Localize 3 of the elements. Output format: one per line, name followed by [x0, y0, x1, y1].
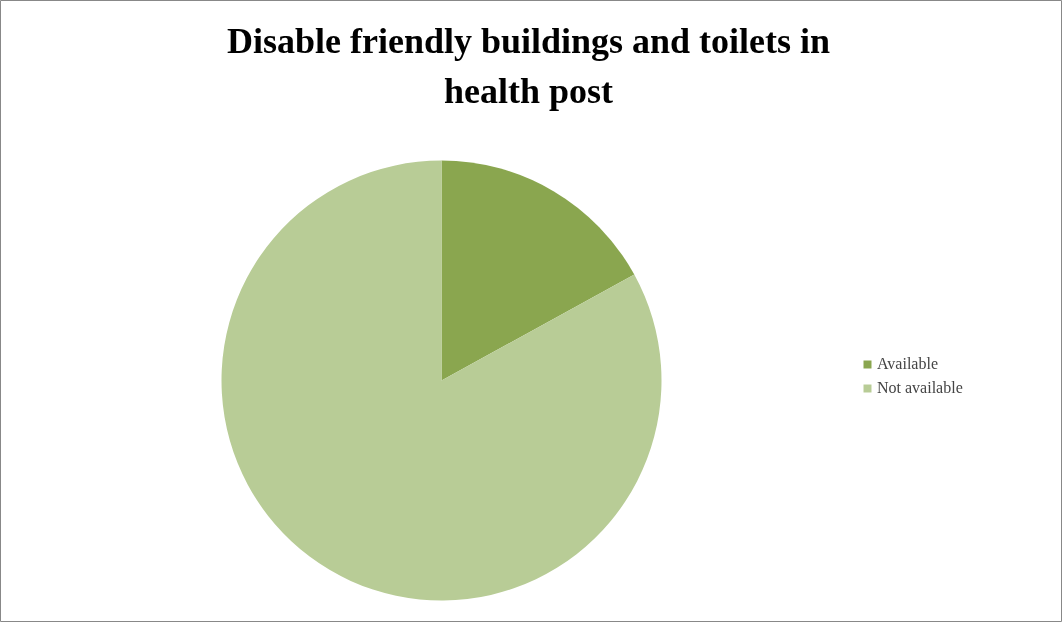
chart-title: Disable friendly buildings and toilets in health post: [226, 20, 831, 111]
legend-label: Available: [877, 355, 939, 373]
legend-label: Not available: [877, 379, 963, 397]
